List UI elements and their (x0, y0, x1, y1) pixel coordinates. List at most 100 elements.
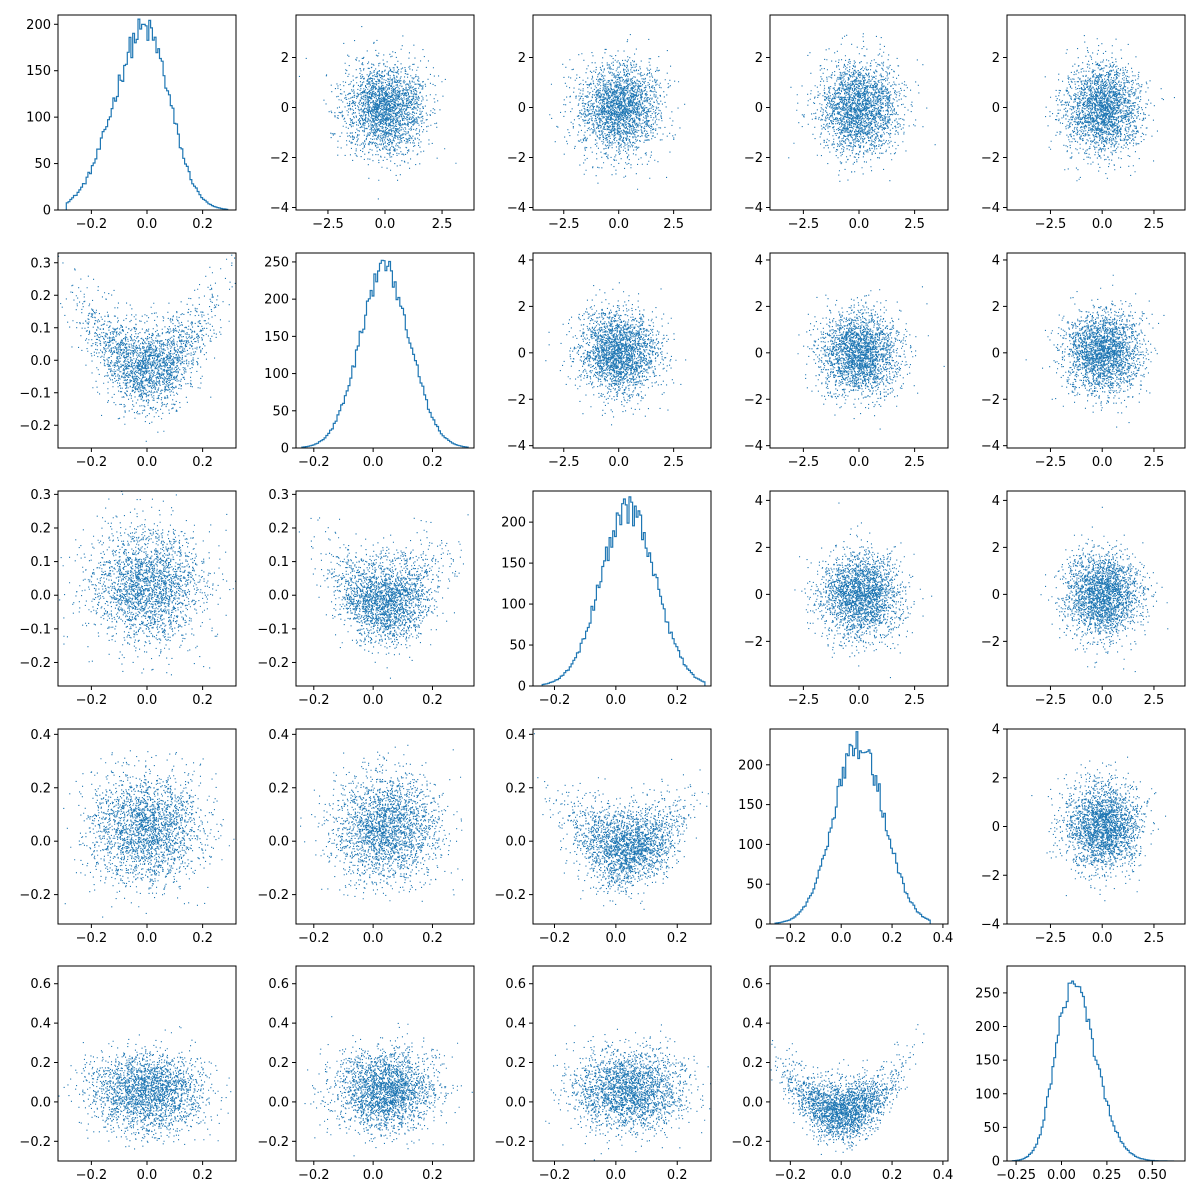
panel-r2-c1-axes-frame (295, 490, 475, 687)
panel-r1-c0-scatter: −0.2 0.0 0.2 −0.2 −0.1 0.0 0.1 0.2 0.3 (19, 252, 237, 470)
panel-r0-c0-histogram: −0.2 0.0 0.2 0 50 100 150 200 (26, 14, 237, 232)
panel-r2-c2-ytick-label: 100 (501, 598, 526, 613)
panel-r4-c3-ytick-label: 0.0 (742, 1095, 763, 1110)
panel-r4-c0-ytick-label: 0.6 (30, 977, 51, 992)
panel-r0-c2-ytick-label: 0 (518, 101, 526, 116)
panel-r3-c4-scatter: −2.5 0.0 2.5 −4 −2 0 2 4 (981, 723, 1186, 946)
panel-r2-c3-ytick-label: 4 (755, 494, 763, 509)
panel-r0-c3-ytick-label: 0 (755, 101, 763, 116)
panel-r3-c3-histogram-steps (774, 731, 931, 924)
panel-r0-c0-xtick-label: 0.2 (192, 217, 213, 232)
panel-r4-c3-xtick-label: 0.4 (933, 1168, 954, 1183)
panel-r0-c2-xtick-label: 2.5 (663, 217, 684, 232)
panel-r3-c3-histogram: −0.2 0.0 0.2 0.4 0 50 100 150 200 (738, 728, 953, 946)
panel-r3-c0-ytick-label: −0.2 (19, 888, 51, 903)
panel-r1-c2-xtick-label: 0.0 (608, 455, 629, 470)
panel-r0-c4-ytick-label: −2 (981, 151, 1000, 166)
panel-r4-c2-xtick-label: 0.2 (667, 1168, 688, 1183)
panel-r2-c0-xtick-label: 0.0 (137, 693, 158, 708)
panel-r4-c1-ytick-label: 0.2 (268, 1056, 289, 1071)
panel-r0-c0-ytick-label: 200 (26, 18, 51, 33)
panel-r0-c3-xtick-label: 0.0 (849, 217, 870, 232)
panel-r3-c3-plot-area (774, 731, 931, 924)
panel-r4-c1-ytick-label: 0.4 (268, 1017, 289, 1032)
panel-r3-c4-ytick-label: −2 (981, 869, 1000, 884)
panel-r4-c4-ytick-label: 250 (975, 986, 1000, 1001)
panel-r0-c2-ytick-label: −2 (507, 151, 526, 166)
panel-r0-c3-xtick-label: 2.5 (904, 217, 925, 232)
panel-r0-c3-ytick-label: 2 (755, 51, 763, 66)
panel-r2-c1-xtick-label: −0.2 (298, 693, 330, 708)
panel-r4-c0-xtick-label: −0.2 (76, 1168, 108, 1183)
panel-r3-c4-xtick-label: 2.5 (1144, 931, 1165, 946)
panel-r3-c0-ytick-label: 0.2 (30, 781, 51, 796)
panel-r1-c1-ytick-label: 200 (264, 293, 289, 308)
panel-r1-c3-xtick-label: 0.0 (849, 455, 870, 470)
panel-r1-c0-xtick-label: −0.2 (76, 455, 108, 470)
panel-r3-c1-ytick-label: 0.4 (268, 728, 289, 743)
panel-r4-c0-ytick-label: 0.2 (30, 1056, 51, 1071)
panel-r3-c1-xtick-label: 0.0 (363, 931, 384, 946)
panel-r3-c3-ytick-label: 150 (738, 798, 763, 813)
panel-r4-c4-xtick-label: −0.25 (996, 1168, 1036, 1183)
panel-r1-c1-xtick-label: 0.0 (363, 455, 384, 470)
panel-r4-c2-ytick-label: −0.2 (494, 1135, 526, 1150)
panel-r4-c1-ytick-label: 0.0 (268, 1095, 289, 1110)
panel-r4-c4-xtick-label: 0.00 (1047, 1168, 1076, 1183)
panel-r1-c1-histogram: −0.2 0.0 0.2 0 50 100 150 200 250 (264, 252, 475, 470)
panel-r1-c3-xtick-label: −2.5 (788, 455, 820, 470)
panel-r1-c1-plot-area (301, 259, 469, 448)
panel-r1-c0-scatter-points (58, 254, 236, 442)
panel-r3-c3-xtick-label: 0.0 (831, 931, 852, 946)
panel-r1-c4-ytick-label: −4 (981, 439, 1000, 454)
panel-r4-c0-xtick-label: 0.0 (137, 1168, 158, 1183)
panel-r0-c3-xtick-label: −2.5 (788, 217, 820, 232)
panel-r3-c2-xtick-label: −0.2 (539, 931, 571, 946)
panel-r2-c1-ytick-label: 0.3 (268, 488, 289, 503)
panel-r2-c4-axes-frame (1006, 490, 1186, 687)
panel-r0-c2-xtick-label: 0.0 (608, 217, 629, 232)
panel-r2-c1-scatter: −0.2 0.0 0.2 −0.2 −0.1 0.0 0.1 0.2 0.3 (257, 488, 475, 708)
panel-r3-c1-xtick-label: −0.2 (298, 931, 330, 946)
panel-r4-c1-scatter: −0.2 0.0 0.2 −0.2 0.0 0.2 0.4 0.6 (257, 965, 475, 1183)
panel-r2-c2-ytick-label: 50 (509, 639, 526, 654)
panel-r3-c4-ytick-label: 0 (992, 820, 1000, 835)
panel-r1-c2-plot-area (545, 282, 687, 426)
panel-r3-c3-ytick-label: 50 (746, 878, 763, 893)
panel-r2-c1-ytick-label: 0.2 (268, 521, 289, 536)
panel-r4-c4-histogram-steps (1011, 980, 1175, 1161)
panel-r2-c4-xtick-label: 2.5 (1144, 693, 1165, 708)
panel-r4-c4-histogram: −0.25 0.00 0.25 0.50 0 50 100 150 200 250 (975, 965, 1186, 1183)
panel-r4-c3-ytick-label: 0.6 (742, 977, 763, 992)
panel-r0-c1-ytick-label: −2 (270, 151, 289, 166)
panel-r1-c1-histogram-steps (301, 259, 469, 448)
panel-r0-c2-scatter: −2.5 0.0 2.5 −4 −2 0 2 (507, 14, 712, 232)
panel-r4-c1-xtick-label: 0.0 (363, 1168, 384, 1183)
panel-r1-c4-ytick-label: 4 (992, 253, 1000, 268)
panel-r1-c4-ytick-label: −2 (981, 393, 1000, 408)
panel-r4-c4-ytick-label: 0 (992, 1155, 1000, 1170)
panel-r4-c3-xtick-label: 0.0 (831, 1168, 852, 1183)
panel-r3-c4-plot-area (1031, 756, 1167, 902)
panel-r2-c0-ytick-label: 0.2 (30, 521, 51, 536)
panel-r3-c3-axes-frame (769, 728, 949, 925)
panel-r1-c3-ytick-label: 0 (755, 346, 763, 361)
panel-r2-c3-xtick-label: −2.5 (788, 693, 820, 708)
panel-r4-c2-ytick-label: 0.4 (505, 1017, 526, 1032)
panel-r4-c0-ytick-label: 0.4 (30, 1017, 51, 1032)
panel-r0-c0-histogram-steps (65, 18, 229, 210)
panel-r3-c3-ytick-label: 100 (738, 838, 763, 853)
panel-r3-c1-scatter: −0.2 0.0 0.2 −0.2 0.0 0.2 0.4 (257, 728, 475, 946)
panel-r3-c2-scatter: −0.2 0.0 0.2 −0.2 0.0 0.2 0.4 (494, 728, 712, 946)
panel-r3-c4-scatter-points (1031, 756, 1167, 902)
panel-r1-c0-ytick-label: 0.3 (30, 256, 51, 271)
panel-r3-c1-ytick-label: 0.2 (268, 781, 289, 796)
panel-r4-c2-xtick-label: −0.2 (539, 1168, 571, 1183)
panel-r3-c2-ytick-label: 0.4 (505, 728, 526, 743)
panel-r0-c1-xtick-label: −2.5 (312, 217, 344, 232)
panel-r4-c0-ytick-label: 0.0 (30, 1095, 51, 1110)
panel-r1-c0-plot-area (58, 254, 236, 442)
panel-r2-c0-xtick-label: 0.2 (192, 693, 213, 708)
panel-r2-c0-ytick-label: 0.1 (30, 555, 51, 570)
panel-r2-c3-ytick-label: −2 (744, 635, 763, 650)
